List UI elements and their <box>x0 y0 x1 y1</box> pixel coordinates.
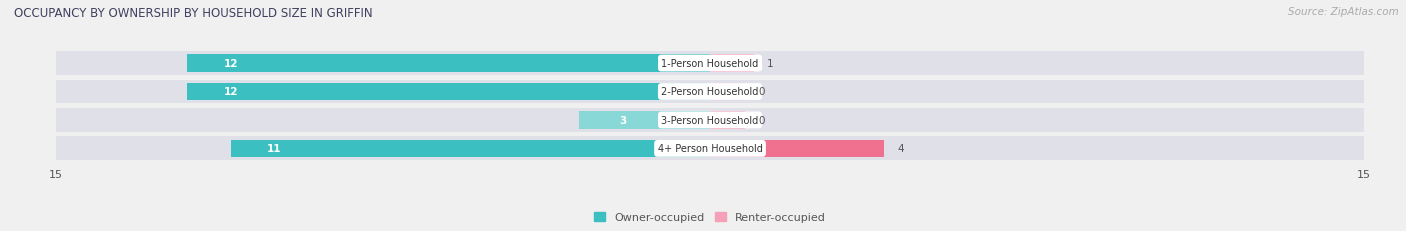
Text: 4+ Person Household: 4+ Person Household <box>658 144 762 154</box>
Legend: Owner-occupied, Renter-occupied: Owner-occupied, Renter-occupied <box>589 208 831 227</box>
Bar <box>710 55 754 73</box>
Text: 0: 0 <box>758 116 765 125</box>
Text: 4: 4 <box>897 144 904 154</box>
Bar <box>56 137 710 161</box>
Text: 3: 3 <box>619 116 627 125</box>
Bar <box>710 80 1364 104</box>
Text: 3-Person Household: 3-Person Household <box>661 116 759 125</box>
Text: 12: 12 <box>224 59 238 69</box>
Bar <box>187 55 710 73</box>
Bar <box>710 140 884 158</box>
Text: 11: 11 <box>267 144 281 154</box>
Bar <box>579 112 710 129</box>
Text: 12: 12 <box>224 87 238 97</box>
Bar <box>710 112 745 129</box>
Text: 0: 0 <box>758 87 765 97</box>
Bar <box>56 52 710 76</box>
Bar <box>710 52 1364 76</box>
Text: Source: ZipAtlas.com: Source: ZipAtlas.com <box>1288 7 1399 17</box>
Bar <box>187 83 710 101</box>
Text: 2-Person Household: 2-Person Household <box>661 87 759 97</box>
Text: OCCUPANCY BY OWNERSHIP BY HOUSEHOLD SIZE IN GRIFFIN: OCCUPANCY BY OWNERSHIP BY HOUSEHOLD SIZE… <box>14 7 373 20</box>
Bar <box>710 137 1364 161</box>
Text: 1-Person Household: 1-Person Household <box>661 59 759 69</box>
Bar <box>710 109 1364 132</box>
Bar <box>231 140 710 158</box>
Bar <box>56 109 710 132</box>
Text: 1: 1 <box>766 59 773 69</box>
Bar <box>56 80 710 104</box>
Bar <box>710 83 745 101</box>
